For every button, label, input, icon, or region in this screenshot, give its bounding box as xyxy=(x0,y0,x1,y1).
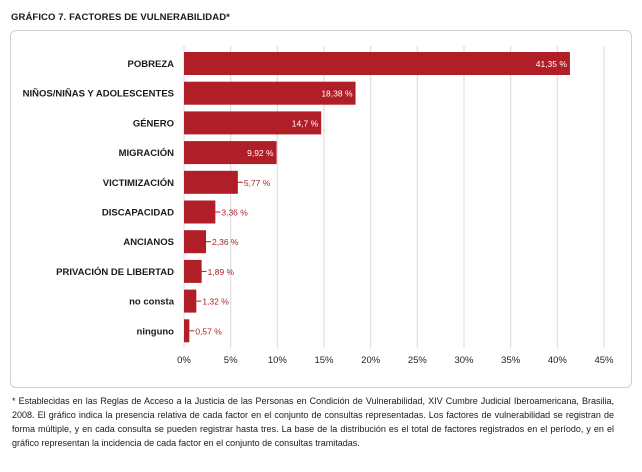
value-label: 0,57 % xyxy=(195,326,222,336)
chart-title: GRÁFICO 7. FACTORES DE VULNERABILIDAD* xyxy=(11,12,230,23)
bar xyxy=(184,170,238,194)
bar xyxy=(184,289,197,313)
value-label: 1,89 % xyxy=(208,267,235,277)
value-label: 18,38 % xyxy=(321,89,353,99)
category-label: DISCAPACIDAD xyxy=(102,208,174,219)
bar xyxy=(184,319,190,343)
category-label: POBREZA xyxy=(128,59,175,70)
x-tick-label: 15% xyxy=(314,355,334,366)
value-label: 2,36 % xyxy=(212,237,239,247)
x-tick-label: 45% xyxy=(594,355,614,366)
category-label: MIGRACIÓN xyxy=(119,147,175,159)
bar xyxy=(184,200,216,224)
category-label: VICTIMIZACIÓN xyxy=(103,177,174,189)
category-label: ninguno xyxy=(137,326,175,337)
x-tick-label: 5% xyxy=(224,355,238,366)
category-label: GÉNERO xyxy=(133,118,174,129)
bar xyxy=(184,81,356,105)
x-tick-label: 25% xyxy=(408,355,428,366)
value-label: 1,32 % xyxy=(202,297,229,307)
x-tick-label: 35% xyxy=(501,355,521,366)
bar xyxy=(184,259,202,283)
x-tick-label: 30% xyxy=(454,355,474,366)
footnote: * Establecidas en las Reglas de Acceso a… xyxy=(12,396,614,448)
category-label: ANCIANOS xyxy=(123,237,174,248)
category-label: no consta xyxy=(129,297,175,308)
value-label: 41,35 % xyxy=(536,59,568,69)
value-label: 9,92 % xyxy=(247,148,274,158)
x-tick-label: 20% xyxy=(361,355,381,366)
x-tick-label: 10% xyxy=(268,355,288,366)
bar xyxy=(184,111,322,135)
value-label: 5,77 % xyxy=(244,178,271,188)
bar xyxy=(184,141,277,165)
bar-chart: 0% 5% 10% 15% 20% 25% 30% 35% 40% 45% POBREZA 41,35… xyxy=(23,46,614,366)
category-label: NIÑOS/NIÑAS Y ADOLESCENTES xyxy=(23,89,174,100)
x-tick-label: 40% xyxy=(548,355,568,366)
category-label: PRIVACIÓN DE LIBERTAD xyxy=(56,266,174,278)
bar xyxy=(184,230,207,254)
bar xyxy=(184,52,570,75)
x-tick-label: 0% xyxy=(177,355,191,366)
value-label: 3,36 % xyxy=(221,208,248,218)
value-label: 14,7 % xyxy=(292,118,319,128)
